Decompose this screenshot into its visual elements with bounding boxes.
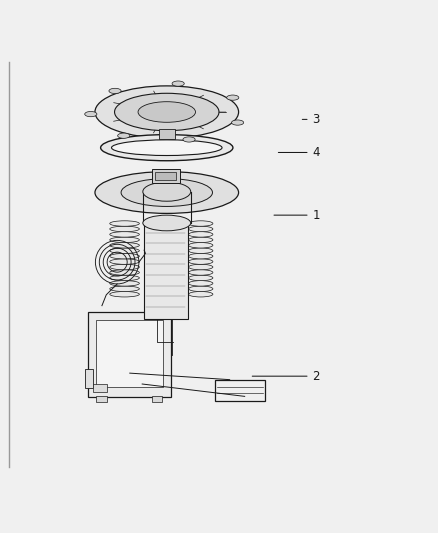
Ellipse shape <box>188 237 213 243</box>
Ellipse shape <box>188 248 213 254</box>
Ellipse shape <box>232 120 244 125</box>
Ellipse shape <box>110 264 139 270</box>
Ellipse shape <box>143 215 191 231</box>
Text: 3: 3 <box>302 113 320 126</box>
Ellipse shape <box>109 88 121 93</box>
Bar <box>152 396 162 402</box>
Bar <box>155 172 177 180</box>
Ellipse shape <box>110 270 139 275</box>
Text: 1: 1 <box>274 208 320 222</box>
Ellipse shape <box>110 232 139 237</box>
Ellipse shape <box>143 182 191 201</box>
Ellipse shape <box>188 281 213 286</box>
Bar <box>96 320 163 387</box>
Bar <box>215 379 265 400</box>
Ellipse shape <box>188 292 213 297</box>
Ellipse shape <box>138 102 195 122</box>
Ellipse shape <box>110 248 139 254</box>
Ellipse shape <box>110 254 139 259</box>
Ellipse shape <box>172 81 184 86</box>
Bar <box>88 312 171 397</box>
Ellipse shape <box>110 226 139 232</box>
Ellipse shape <box>188 270 213 275</box>
Ellipse shape <box>110 275 139 281</box>
Bar <box>96 396 107 402</box>
Ellipse shape <box>95 172 239 213</box>
Bar <box>93 384 107 392</box>
Ellipse shape <box>110 286 139 292</box>
Ellipse shape <box>118 133 130 138</box>
Ellipse shape <box>121 179 212 206</box>
Bar <box>159 130 175 139</box>
Ellipse shape <box>188 254 213 259</box>
Bar <box>152 169 180 182</box>
Ellipse shape <box>110 259 139 264</box>
Ellipse shape <box>188 232 213 237</box>
Ellipse shape <box>110 237 139 243</box>
Text: 4: 4 <box>279 146 320 159</box>
Bar <box>85 369 93 389</box>
Bar <box>144 221 187 319</box>
Ellipse shape <box>95 86 239 138</box>
Ellipse shape <box>188 286 213 292</box>
Ellipse shape <box>85 111 97 117</box>
Ellipse shape <box>110 221 139 226</box>
Ellipse shape <box>110 292 139 297</box>
Ellipse shape <box>188 264 213 270</box>
Ellipse shape <box>188 221 213 226</box>
Text: 2: 2 <box>252 370 320 383</box>
Ellipse shape <box>110 281 139 286</box>
Ellipse shape <box>183 137 195 142</box>
Ellipse shape <box>112 140 222 156</box>
Ellipse shape <box>188 275 213 281</box>
Ellipse shape <box>188 226 213 232</box>
Ellipse shape <box>188 243 213 248</box>
Ellipse shape <box>110 243 139 248</box>
Ellipse shape <box>101 135 233 161</box>
Ellipse shape <box>188 259 213 264</box>
Ellipse shape <box>115 93 219 131</box>
Ellipse shape <box>226 95 239 100</box>
